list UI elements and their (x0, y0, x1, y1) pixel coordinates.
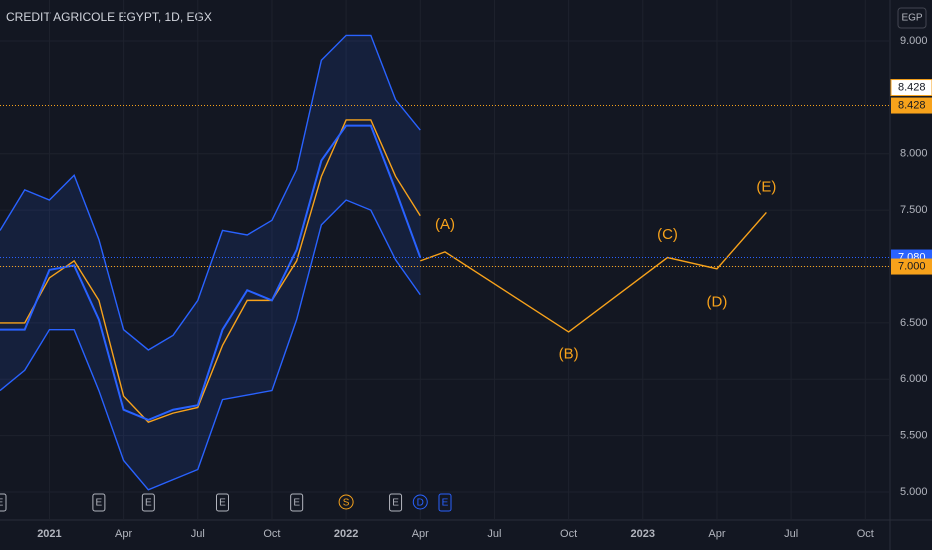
y-tick-label: 5.000 (900, 486, 928, 498)
event-circle (412, 494, 428, 510)
series-line (0, 124, 422, 421)
x-tick-label: Apr (412, 528, 429, 540)
y-tick-label: 6.000 (900, 373, 928, 385)
event-box (389, 493, 403, 512)
wave-label: (A) (435, 216, 455, 233)
x-tick-label: 2023 (631, 528, 655, 540)
event-box (0, 493, 7, 512)
event-box (438, 493, 452, 512)
x-tick-label: Jul (487, 528, 501, 540)
currency: EGP (901, 13, 922, 24)
event-label: D (417, 498, 424, 509)
event-box (141, 493, 155, 512)
y-tick-label: 5.500 (900, 430, 928, 442)
series-line (0, 199, 421, 491)
y-tick-label: 8.000 (900, 148, 928, 160)
y-tick-label: 7.500 (900, 204, 928, 216)
series-line (0, 119, 421, 423)
currency-box (897, 7, 927, 29)
event-label: E (145, 498, 152, 509)
event-label: E (293, 498, 300, 509)
x-tick-label: Jul (191, 528, 205, 540)
event-box (216, 493, 229, 512)
high-label: 8.428 (898, 81, 926, 93)
high-label-box (890, 79, 932, 97)
event-label: E (0, 498, 4, 509)
event-box (92, 493, 106, 512)
price-label-box (891, 258, 932, 275)
y-tick-label: 6.500 (900, 317, 928, 329)
band-fill (0, 35, 421, 490)
x-tick-label: 2022 (334, 528, 358, 540)
x-tick-label: Jul (784, 528, 798, 540)
price-label: 8.428 (898, 99, 926, 111)
x-tick-label: 2021 (37, 528, 61, 540)
event-label: E (442, 498, 449, 509)
y-tick-label: 9.000 (900, 35, 928, 47)
chart-title: CREDIT AGRICOLE EGYPT, 1D, EGX (6, 10, 212, 24)
wave-label: (C) (657, 226, 678, 243)
wave-label: (D) (707, 294, 728, 311)
x-tick-label: Oct (263, 528, 280, 540)
event-label: S (343, 498, 350, 509)
event-box (290, 493, 304, 512)
event-circle (338, 494, 354, 510)
x-tick-label: Oct (560, 528, 577, 540)
price-label: 7.000 (898, 260, 926, 272)
event-label: E (392, 498, 399, 509)
price-label-box (891, 97, 932, 114)
x-tick-label: Apr (115, 528, 132, 540)
series-line (0, 34, 421, 351)
x-tick-label: Apr (708, 528, 725, 540)
event-label: E (96, 498, 103, 509)
x-tick-label: Oct (857, 528, 874, 540)
wave-label: (B) (559, 345, 579, 362)
series-line (420, 211, 767, 333)
event-label: E (219, 498, 226, 509)
wave-label: (E) (756, 179, 776, 196)
